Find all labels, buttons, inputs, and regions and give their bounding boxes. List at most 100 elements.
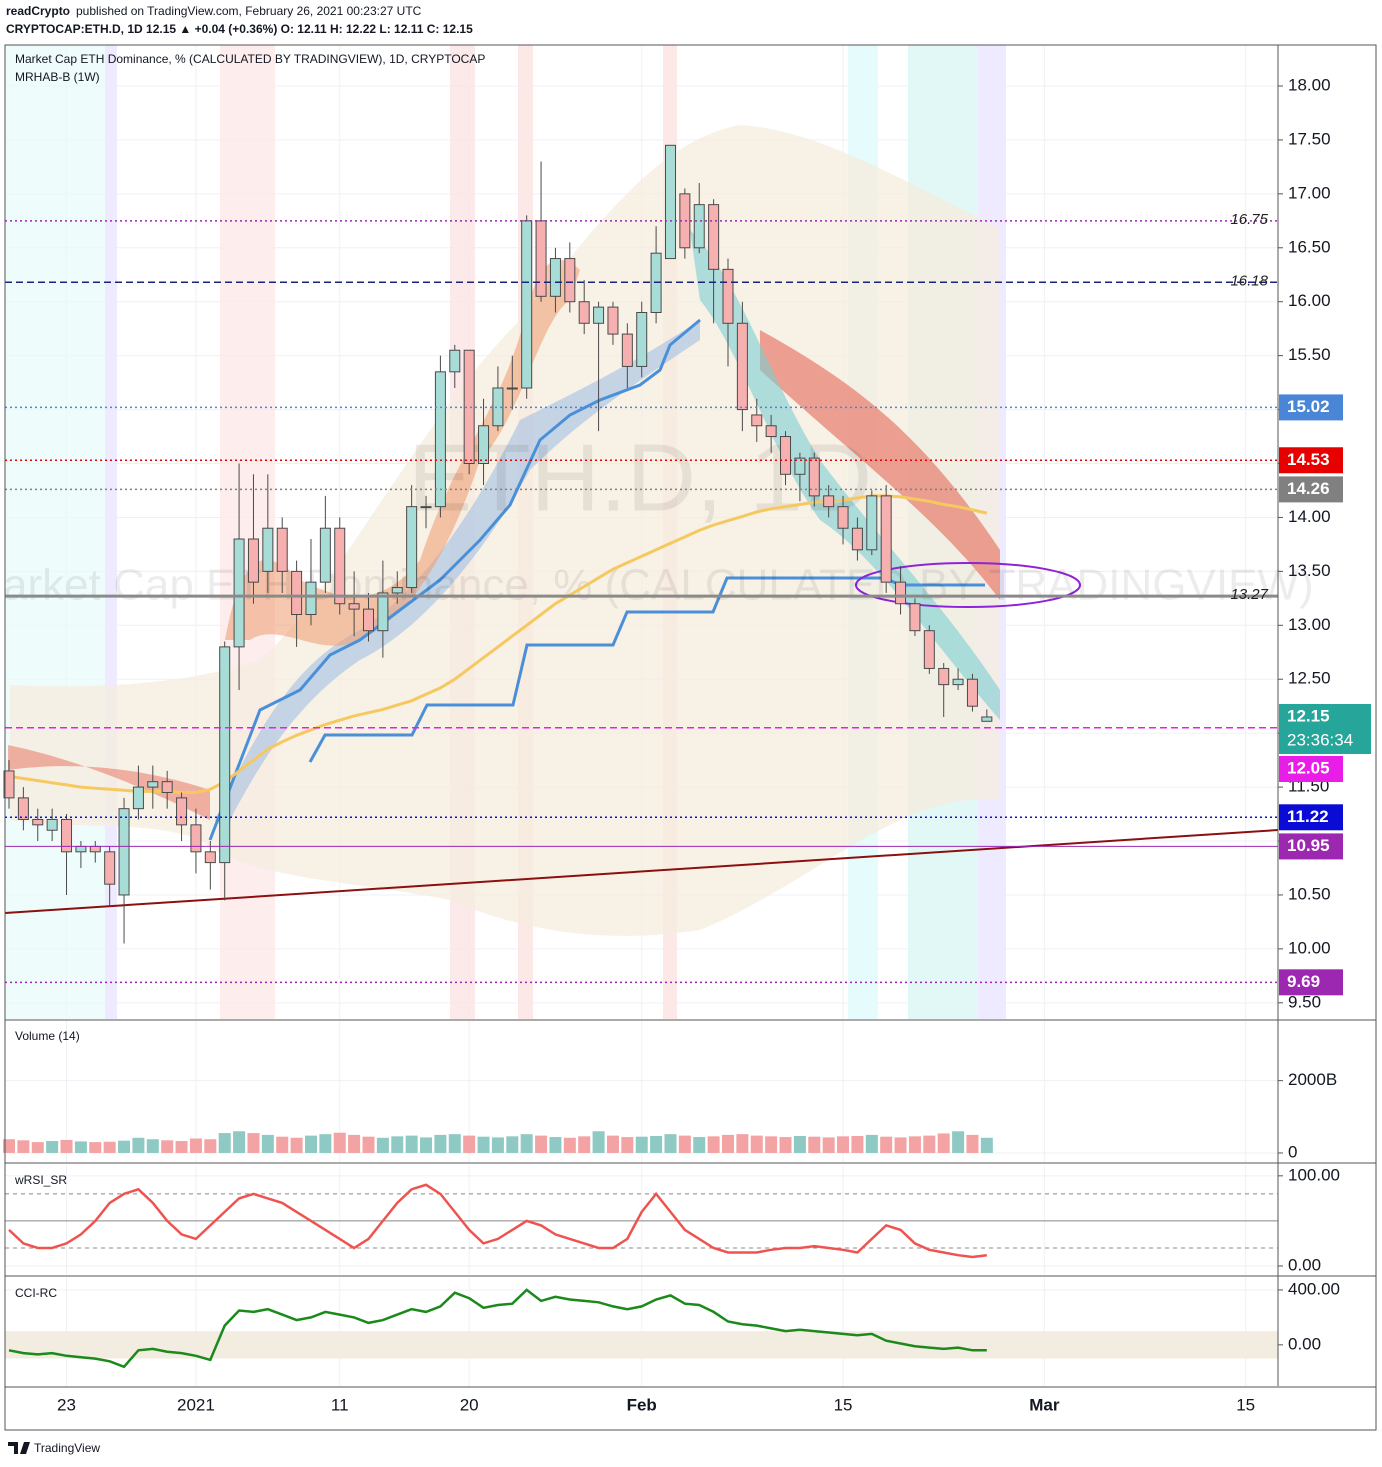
candle-body	[89, 845, 101, 853]
volume-bar	[535, 1135, 548, 1153]
volume-bar	[405, 1135, 418, 1153]
volume-bar	[175, 1141, 188, 1153]
volume-bar	[89, 1142, 102, 1153]
volume-bar	[132, 1137, 145, 1153]
indicator-line	[8, 1183, 987, 1259]
volume-bar	[549, 1137, 562, 1153]
volume-bar	[750, 1135, 763, 1153]
y-tick-label: 13.00	[1288, 615, 1331, 634]
volume-bar	[3, 1139, 15, 1153]
price-label: 11.22	[1287, 807, 1329, 826]
candle-body	[780, 436, 792, 475]
candle-body	[406, 506, 418, 589]
candle-body	[506, 387, 518, 390]
volume-bar	[520, 1134, 533, 1153]
candle-body	[305, 581, 317, 616]
volume-bar	[463, 1135, 476, 1153]
candle-body	[837, 506, 849, 529]
y-tick-label: 13.50	[1288, 561, 1331, 580]
price-label-box	[1279, 447, 1343, 474]
candle-body	[161, 781, 173, 793]
volume-bar	[420, 1137, 433, 1153]
volume-bar	[722, 1134, 734, 1153]
candle-body	[593, 306, 605, 324]
candle-body	[391, 587, 403, 594]
indicator-line	[8, 1288, 987, 1369]
price-label: 15.02	[1287, 397, 1330, 416]
candle-body	[233, 538, 245, 648]
candle-body	[247, 538, 259, 583]
volume-bar	[966, 1134, 979, 1153]
x-tick-label: Mar	[1029, 1395, 1060, 1414]
volume-bar	[923, 1135, 936, 1153]
price-label: 12.15	[1287, 706, 1330, 725]
candle-body	[521, 220, 533, 389]
volume-bar	[218, 1133, 231, 1153]
candle-body	[535, 220, 547, 297]
volume-bar	[31, 1142, 44, 1153]
level-label: 13.27	[1230, 586, 1268, 603]
x-tick-label: Feb	[627, 1395, 657, 1414]
chart-subtitle: MRHAB-B (1W)	[15, 70, 100, 84]
candle-body	[880, 495, 892, 583]
candle-body	[564, 258, 576, 303]
candle-body	[794, 457, 806, 475]
volume-bar	[161, 1140, 174, 1153]
volume-bar	[664, 1134, 677, 1153]
volume-bar	[17, 1140, 30, 1153]
candle-body	[46, 818, 58, 831]
volume-bar	[74, 1141, 87, 1153]
y-tick-label: 400.00	[1288, 1279, 1340, 1298]
x-tick-label: 2021	[177, 1395, 215, 1414]
price-label: 10.95	[1287, 836, 1330, 855]
candle-body	[32, 818, 44, 826]
volume-bar	[707, 1136, 720, 1153]
price-label: 9.69	[1287, 972, 1320, 991]
volume-bar	[204, 1139, 217, 1153]
candle-body	[693, 204, 705, 249]
volume-bar	[650, 1135, 663, 1153]
volume-bar	[693, 1137, 706, 1153]
author: readCrypto	[6, 4, 70, 18]
volume-bar	[851, 1135, 864, 1153]
ribbon	[215, 320, 700, 830]
volume-bar	[304, 1135, 317, 1153]
volume-bar	[290, 1137, 303, 1153]
candle-body	[61, 818, 73, 853]
x-tick-label: 15	[1236, 1395, 1255, 1414]
y-tick-label: 18.00	[1288, 75, 1331, 94]
candle-body	[808, 457, 820, 497]
volume-bar	[276, 1136, 289, 1153]
candle-body	[549, 258, 561, 297]
price-label-box	[1279, 804, 1343, 831]
y-tick-label: 100.00	[1288, 1165, 1340, 1184]
y-tick-label: 10.50	[1288, 884, 1331, 903]
y-tick-label: 9.50	[1288, 992, 1321, 1011]
volume-bar	[376, 1137, 389, 1153]
candle-body	[219, 646, 231, 864]
candle-body	[895, 581, 907, 605]
logo	[8, 1442, 30, 1454]
countdown: 23:36:34	[1287, 730, 1353, 749]
footer: TradingView	[34, 1441, 100, 1455]
watermark-subtitle: Market Cap ETH Dominance, % (CALCULATED …	[0, 561, 1314, 610]
candle-body	[952, 678, 964, 686]
candle-body	[3, 770, 15, 799]
footer-logo: TradingView	[8, 1441, 100, 1455]
panel-title: CCI-RC	[15, 1286, 57, 1300]
price-label: 14.53	[1287, 450, 1330, 469]
candle-body	[736, 322, 748, 411]
volume-bar	[261, 1134, 274, 1153]
candle-body	[334, 527, 346, 605]
candle-body	[938, 667, 950, 686]
trendline	[4, 829, 1279, 914]
trend-curve	[208, 318, 701, 841]
volume-bar	[621, 1137, 634, 1153]
price-label-box	[1279, 394, 1343, 421]
candle-body	[636, 311, 648, 367]
volume-bar	[563, 1137, 576, 1153]
volume-bar	[822, 1137, 835, 1153]
volume-bar	[60, 1139, 73, 1153]
volume-bar	[233, 1131, 246, 1153]
